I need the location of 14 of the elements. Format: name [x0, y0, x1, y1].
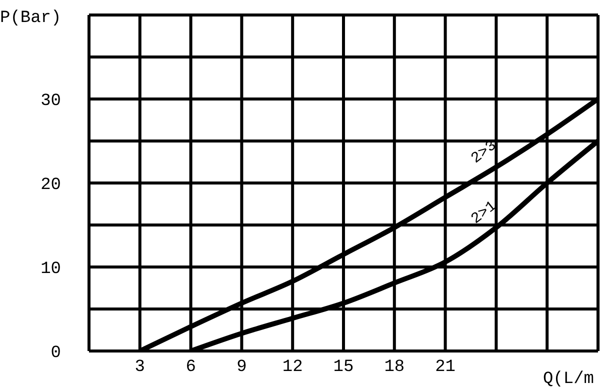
x-tick-label: 9 — [236, 358, 247, 378]
x-tick-label: 21 — [435, 358, 456, 378]
x-tick-label: 3 — [134, 358, 145, 378]
text: 2>1 — [468, 198, 500, 228]
y-tick-label: 30 — [40, 92, 61, 112]
y-tick-label: 0 — [50, 344, 61, 364]
x-tick-label: 6 — [186, 358, 196, 378]
x-axis-title: Q(L/m — [542, 370, 594, 389]
y-tick-label: 20 — [40, 176, 61, 196]
x-tick-label: 12 — [282, 358, 303, 378]
x-tick-label: 15 — [333, 358, 354, 378]
y-tick-label: 10 — [40, 260, 61, 280]
y-axis-title: P(Bar) — [0, 9, 62, 28]
x-tick-label: 18 — [384, 358, 405, 378]
